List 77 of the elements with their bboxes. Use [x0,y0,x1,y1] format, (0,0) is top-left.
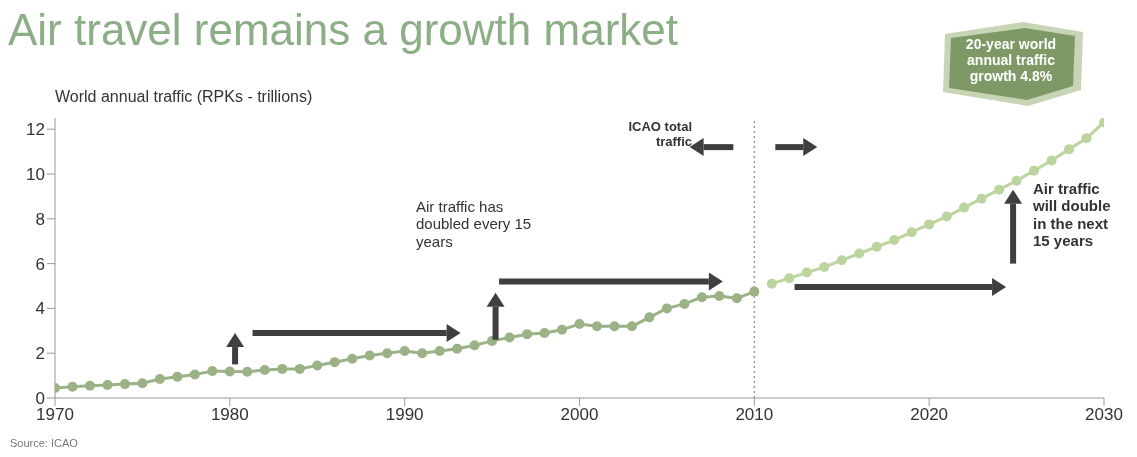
point [696,292,707,303]
point [574,319,585,330]
point [731,293,742,304]
y-tick-label: 10 [26,165,45,185]
point [661,303,672,314]
point [102,380,113,391]
point [924,219,935,230]
x-tick-label: 1990 [385,405,424,425]
x-tick-label: 2000 [560,405,599,425]
point [329,357,340,368]
point [959,202,970,213]
point [976,193,987,204]
point [784,273,795,284]
point [1064,144,1075,155]
y-tick-label: 8 [35,209,45,229]
annotation: ICAO total traffic [627,119,692,150]
y-tick-label: 4 [35,299,45,319]
y-tick-label: 2 [35,344,45,364]
point [1029,165,1040,176]
point [906,227,917,238]
point [382,348,393,359]
x-tick-label: 2030 [1085,405,1123,425]
point [871,241,882,252]
point [1011,175,1022,186]
point [347,353,358,364]
point [172,371,183,382]
point [539,328,550,339]
point [801,267,812,278]
point [294,363,305,374]
point [224,366,235,377]
annotation: Air traffic will double in the next 15 years [1033,180,1112,249]
point [994,184,1005,195]
point [714,291,725,302]
point [434,345,445,356]
point [154,373,165,384]
point [854,248,865,259]
chart-title: Air travel remains a growth market [8,5,678,54]
point [644,312,655,323]
point [836,255,847,266]
point [417,348,428,359]
point [1081,133,1092,144]
text: 20-year world annual traffic growth 4.8% [964,36,1058,85]
point [1046,155,1057,166]
point [277,363,288,374]
point [889,235,900,246]
point [364,350,375,361]
y-tick-label: 6 [35,254,45,274]
point [591,321,602,332]
point [626,321,637,332]
point [469,340,480,351]
source-note: Source: ICAO [10,437,78,450]
y-tick-label: 12 [26,120,45,140]
point [312,360,323,371]
point [609,321,620,332]
annotation: Air traffic has doubled every 15 years [416,198,533,250]
point [941,211,952,222]
point [399,345,410,356]
point [67,381,78,392]
point [84,380,95,391]
point [207,366,218,377]
point [522,329,533,340]
x-tick-label: 1980 [210,405,249,425]
x-tick-label: 2020 [910,405,949,425]
point [259,365,270,375]
y-axis-title: World annual traffic (RPKs - trillions) [55,88,313,106]
point [137,378,148,389]
point [819,261,830,272]
point [452,343,463,354]
point [766,278,777,289]
point [504,332,515,343]
point [189,369,200,380]
point [242,366,253,377]
x-tick-label: 2010 [735,405,774,425]
point [557,324,568,335]
point [119,379,130,390]
point [749,286,760,297]
point [679,298,690,309]
